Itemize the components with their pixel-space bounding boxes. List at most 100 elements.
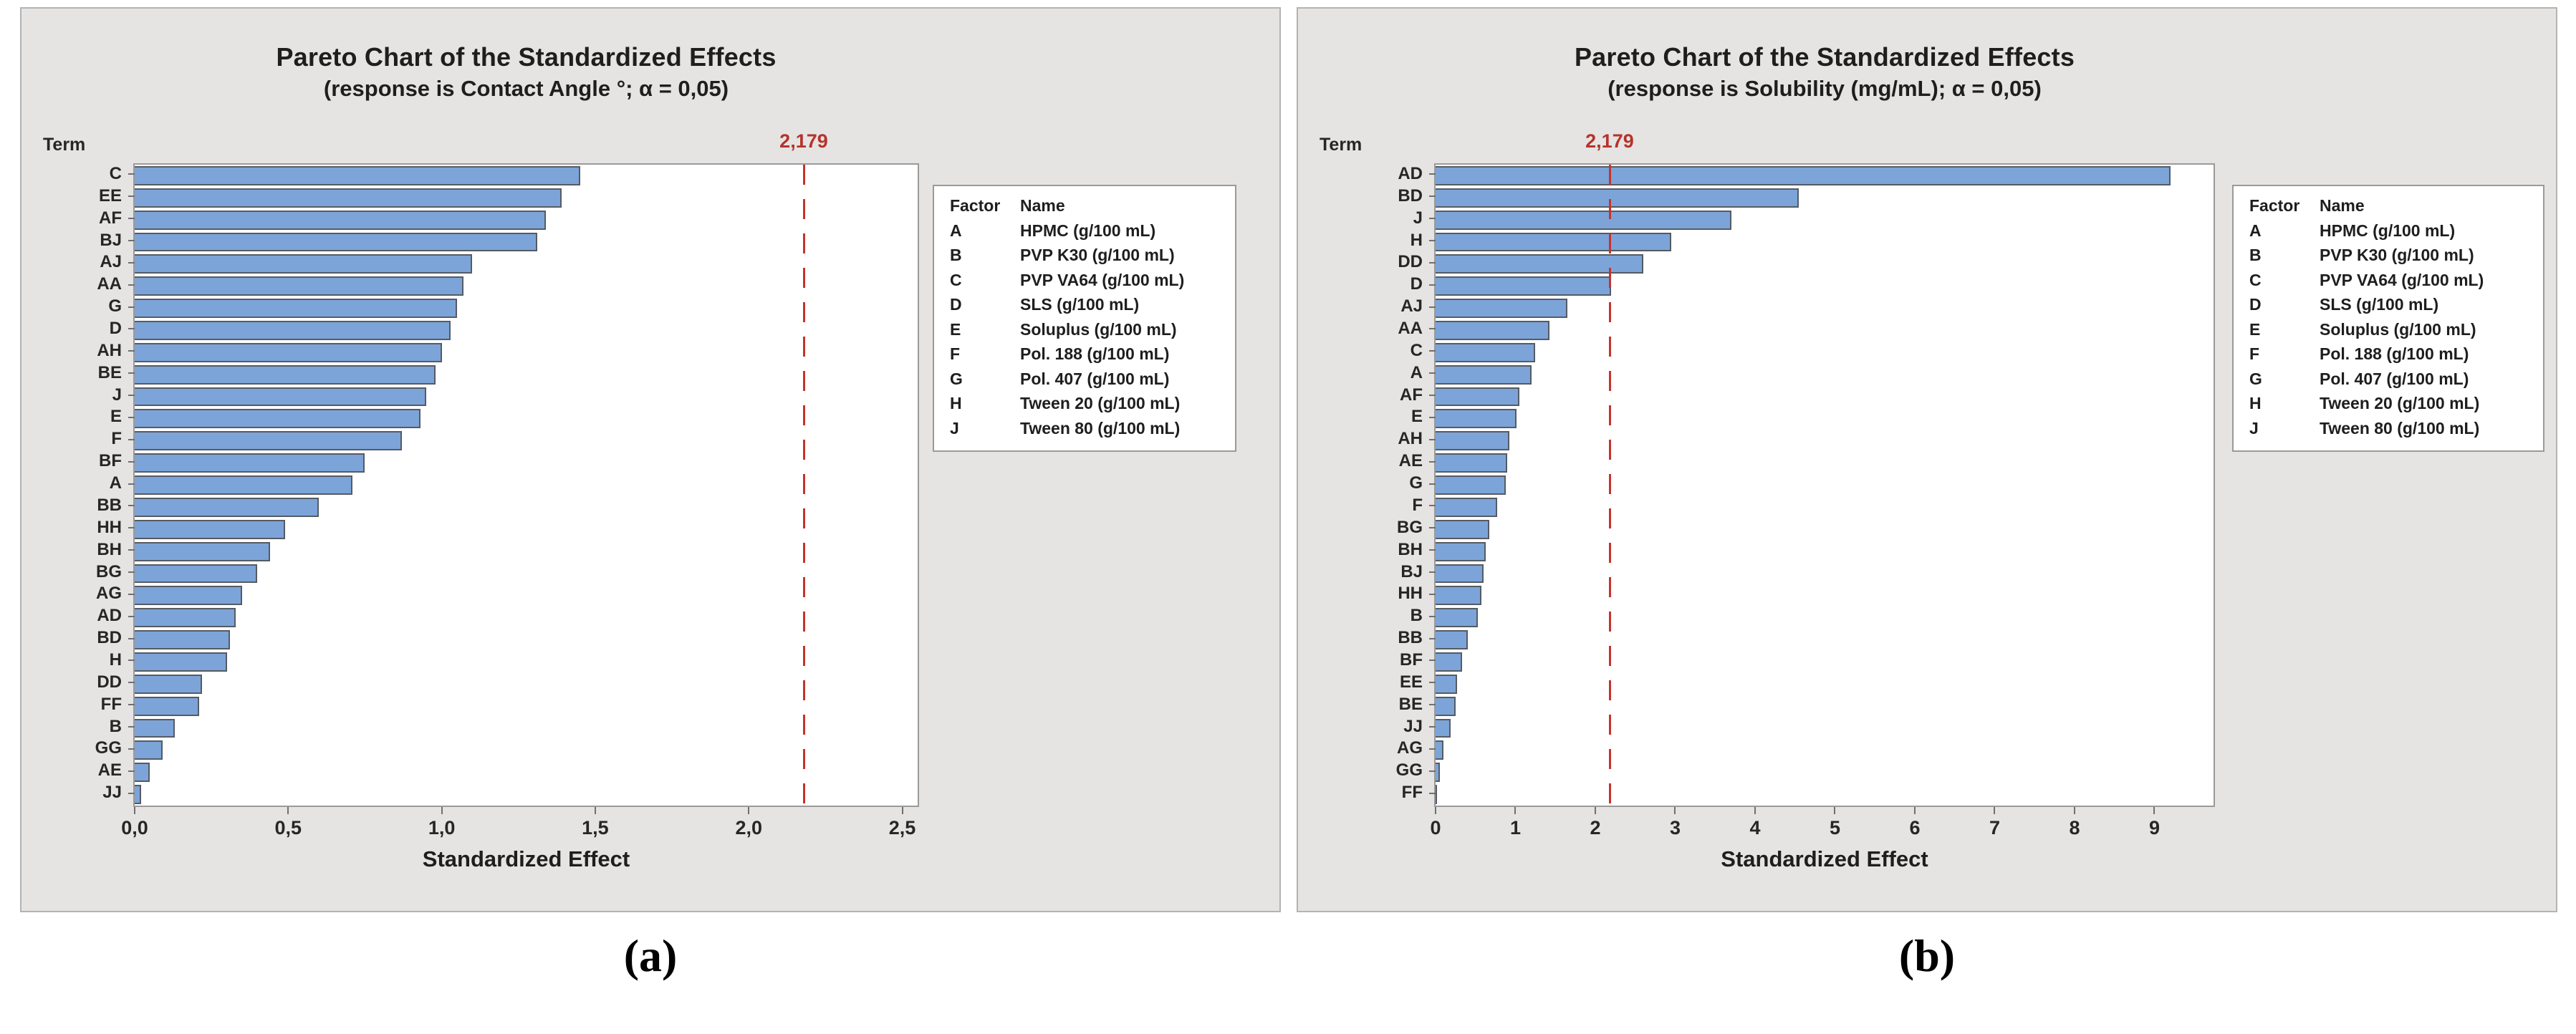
bar-J bbox=[1436, 210, 1731, 230]
bar-AJ bbox=[1436, 299, 1567, 319]
bar-H bbox=[135, 652, 227, 672]
chart-subtitle: (response is Solubility (mg/mL); α = 0,0… bbox=[1607, 76, 2042, 101]
term-label-HH: HH bbox=[97, 517, 122, 537]
legend-factor: B bbox=[2249, 246, 2262, 264]
legend-name: Pol. 188 (g/100 mL) bbox=[1020, 344, 1170, 363]
legend-factor: E bbox=[2249, 319, 2261, 339]
term-label-BG: BG bbox=[1397, 517, 1423, 537]
figure-caption-a: (a) bbox=[623, 930, 678, 981]
y-tick bbox=[1429, 395, 1436, 397]
y-tick bbox=[1429, 682, 1436, 684]
legend-factor: B bbox=[950, 246, 962, 264]
y-tick bbox=[128, 725, 135, 728]
legend-factor: J bbox=[950, 418, 959, 438]
x-tick bbox=[1834, 807, 1836, 814]
chart-subtitle: (response is Contact Angle °; α = 0,05) bbox=[323, 76, 729, 101]
term-label-AE: AE bbox=[97, 760, 122, 781]
legend-factor: A bbox=[2249, 221, 2262, 240]
x-tick bbox=[1994, 807, 1996, 814]
x-tick-label: 0,5 bbox=[274, 817, 302, 839]
y-tick bbox=[1429, 195, 1436, 198]
y-tick bbox=[128, 593, 135, 595]
legend-factor: H bbox=[2249, 394, 2262, 412]
bar-G bbox=[135, 299, 458, 319]
bar-DD bbox=[135, 674, 203, 694]
legend-name: Soluplus (g/100 mL) bbox=[2320, 319, 2476, 339]
legend-factor: G bbox=[950, 369, 963, 388]
bar-JJ bbox=[1436, 718, 1451, 738]
term-label-BD: BD bbox=[1398, 185, 1423, 206]
reference-line bbox=[1608, 165, 1611, 806]
y-tick bbox=[128, 505, 135, 507]
legend-name: SLS (g/100 mL) bbox=[1020, 295, 1140, 314]
y-tick bbox=[1429, 328, 1436, 330]
y-tick bbox=[128, 770, 135, 772]
reference-line-label: 2,179 bbox=[1585, 130, 1634, 152]
chart-title: Pareto Chart of the Standardized Effects bbox=[276, 42, 777, 72]
x-tick bbox=[2153, 807, 2156, 814]
legend-name: PVP K30 (g/100 mL) bbox=[1020, 246, 1175, 264]
term-label-AD: AD bbox=[1398, 164, 1423, 183]
legend-name: Soluplus (g/100 mL) bbox=[1020, 319, 1177, 339]
term-label-H: H bbox=[109, 649, 122, 670]
legend-name: Tween 20 (g/100 mL) bbox=[1020, 394, 1181, 412]
term-label-A: A bbox=[1410, 362, 1423, 382]
chart-title-block: Pareto Chart of the Standardized Effects… bbox=[133, 40, 919, 103]
term-label-EE: EE bbox=[1399, 672, 1423, 692]
bar-EE bbox=[1436, 674, 1458, 694]
bar-A bbox=[135, 475, 353, 495]
x-tick bbox=[901, 807, 903, 814]
term-label-J: J bbox=[112, 385, 122, 405]
x-tick-label: 5 bbox=[1829, 817, 1840, 839]
legend-name: HPMC (g/100 mL) bbox=[2320, 221, 2456, 240]
y-tick bbox=[1429, 372, 1436, 375]
bar-BG bbox=[135, 564, 258, 584]
legend-name: PVP VA64 (g/100 mL) bbox=[2320, 270, 2484, 289]
y-tick bbox=[1429, 593, 1436, 595]
y-axis-title: Term bbox=[43, 135, 86, 155]
bar-A bbox=[1436, 364, 1532, 385]
bar-AE bbox=[1436, 453, 1508, 473]
y-tick bbox=[128, 549, 135, 551]
plot-area bbox=[133, 163, 919, 807]
bar-H bbox=[1436, 232, 1671, 252]
y-tick bbox=[128, 460, 135, 463]
term-label-BG: BG bbox=[96, 561, 122, 581]
bar-BD bbox=[1436, 188, 1799, 208]
y-tick bbox=[1429, 438, 1436, 440]
y-tick bbox=[128, 284, 135, 286]
y-tick bbox=[1429, 770, 1436, 772]
term-label-AA: AA bbox=[1398, 319, 1423, 339]
y-tick bbox=[1429, 527, 1436, 529]
y-tick bbox=[1429, 173, 1436, 175]
legend-factor: G bbox=[2249, 369, 2262, 388]
term-label-BE: BE bbox=[97, 362, 122, 382]
y-tick bbox=[1429, 549, 1436, 551]
term-label-AH: AH bbox=[1398, 429, 1423, 449]
term-label-AG: AG bbox=[1397, 738, 1423, 758]
bar-BF bbox=[1436, 652, 1462, 672]
x-tick-label: 2,0 bbox=[735, 817, 763, 839]
y-tick bbox=[128, 748, 135, 750]
legend-header-factor: Factor bbox=[2249, 196, 2300, 215]
pareto-panel-a: Pareto Chart of the Standardized Effects… bbox=[20, 7, 1281, 912]
reference-line bbox=[802, 165, 805, 806]
term-label-C: C bbox=[1410, 340, 1423, 360]
term-label-BF: BF bbox=[99, 451, 122, 471]
bar-BF bbox=[135, 453, 365, 473]
chart-title: Pareto Chart of the Standardized Effects bbox=[1574, 42, 2075, 72]
bar-BD bbox=[135, 630, 230, 649]
bar-E bbox=[1436, 409, 1517, 429]
bar-AH bbox=[1436, 431, 1509, 451]
term-label-GG: GG bbox=[1395, 760, 1423, 781]
y-tick bbox=[1429, 659, 1436, 662]
reference-line-label: 2,179 bbox=[779, 130, 828, 152]
x-tick-label: 9 bbox=[2148, 817, 2160, 839]
term-label-BJ: BJ bbox=[100, 230, 122, 250]
x-tick-label: 1,0 bbox=[428, 817, 456, 839]
y-tick bbox=[1429, 571, 1436, 573]
term-label-FF: FF bbox=[1401, 783, 1423, 803]
y-tick bbox=[128, 659, 135, 662]
legend-factor: E bbox=[950, 319, 961, 339]
bar-C bbox=[1436, 342, 1536, 362]
